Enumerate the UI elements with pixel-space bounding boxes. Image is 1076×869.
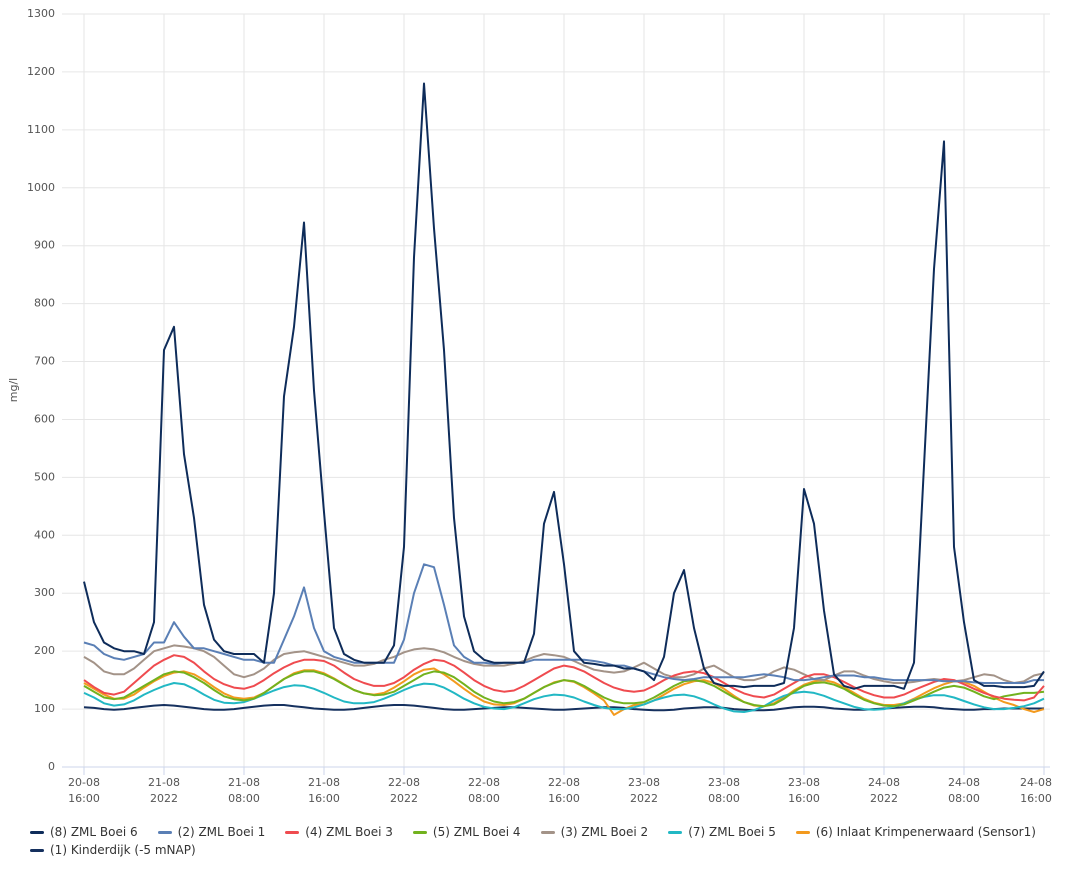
legend: (8) ZML Boei 6 (2) ZML Boei 1 (4) ZML Boei…: [30, 825, 1060, 857]
series-line: [83, 644, 1045, 684]
y-tick-label: 500: [34, 470, 55, 483]
series-line: [83, 670, 1045, 708]
legend-swatch: [285, 830, 300, 834]
legend-item[interactable]: (3) ZML Boei 2: [540, 825, 649, 839]
x-tick-label: 22-08 08:00: [468, 776, 500, 805]
legend-item[interactable]: (1) Kinderdijk (-5 mNAP): [30, 843, 196, 857]
y-tick-label: 600: [34, 412, 55, 425]
legend-item[interactable]: (6) Inlaat Krimpenerwaard (Sensor1): [795, 825, 1036, 839]
legend-swatch: [30, 830, 44, 834]
x-tick-label: 23-08 08:00: [708, 776, 740, 805]
x-tick-label: 24-08 2022: [868, 776, 900, 805]
series-line: [83, 682, 1045, 713]
legend-swatch: [668, 830, 683, 834]
x-tick-label: 24-08 08:00: [948, 776, 980, 805]
legend-label[interactable]: (6) Inlaat Krimpenerwaard (Sensor1): [815, 825, 1036, 839]
y-tick-label: 300: [34, 586, 55, 599]
legend-item[interactable]: (8) ZML Boei 6: [30, 825, 138, 839]
legend-item[interactable]: (7) ZML Boei 5: [668, 825, 776, 839]
legend-label[interactable]: (1) Kinderdijk (-5 mNAP): [50, 843, 196, 857]
legend-label[interactable]: (2) ZML Boei 1: [177, 825, 266, 839]
x-tick-label: 23-08 2022: [628, 776, 660, 805]
legend-swatch: [412, 830, 427, 834]
y-tick-label: 400: [34, 528, 55, 541]
y-tick-label: 200: [34, 644, 55, 657]
legend-label[interactable]: (4) ZML Boei 3: [305, 825, 393, 839]
legend-item[interactable]: (4) ZML Boei 3: [285, 825, 393, 839]
legend-swatch: [30, 848, 44, 852]
y-tick-label: 700: [34, 355, 55, 368]
x-tick-label: 21-08 16:00: [308, 776, 340, 805]
y-tick-label: 800: [34, 297, 55, 310]
legend-label[interactable]: (3) ZML Boei 2: [560, 825, 649, 839]
y-tick-label: 1200: [27, 65, 55, 78]
x-tick-label: 21-08 2022: [148, 776, 180, 805]
legend-swatch: [540, 830, 555, 834]
x-tick-label: 22-08 2022: [388, 776, 420, 805]
x-tick-label: 20-08 16:00: [68, 776, 100, 805]
legend-swatch: [157, 830, 172, 834]
y-tick-label: 100: [34, 702, 55, 715]
legend-label[interactable]: (5) ZML Boei 4: [432, 825, 521, 839]
x-tick-label: 22-08 16:00: [548, 776, 580, 805]
y-tick-label: 0: [48, 760, 55, 773]
x-tick-label: 24-08 16:00: [1020, 776, 1052, 805]
y-tick-label: 1100: [27, 123, 55, 136]
y-axis-label: mg/l: [7, 378, 20, 402]
x-tick-label: 21-08 08:00: [228, 776, 260, 805]
legend-item[interactable]: (5) ZML Boei 4: [412, 825, 521, 839]
y-tick-label: 900: [34, 239, 55, 252]
legend-label[interactable]: (8) ZML Boei 6: [50, 825, 138, 839]
y-tick-label: 1300: [27, 7, 55, 20]
x-tick-label: 23-08 16:00: [788, 776, 820, 805]
legend-label[interactable]: (7) ZML Boei 5: [688, 825, 776, 839]
series-line: [83, 82, 1045, 690]
legend-item[interactable]: (2) ZML Boei 1: [157, 825, 266, 839]
series-line: [83, 654, 1045, 702]
legend-swatch: [795, 830, 810, 834]
series-line: [83, 563, 1044, 684]
y-tick-label: 1000: [27, 181, 55, 194]
